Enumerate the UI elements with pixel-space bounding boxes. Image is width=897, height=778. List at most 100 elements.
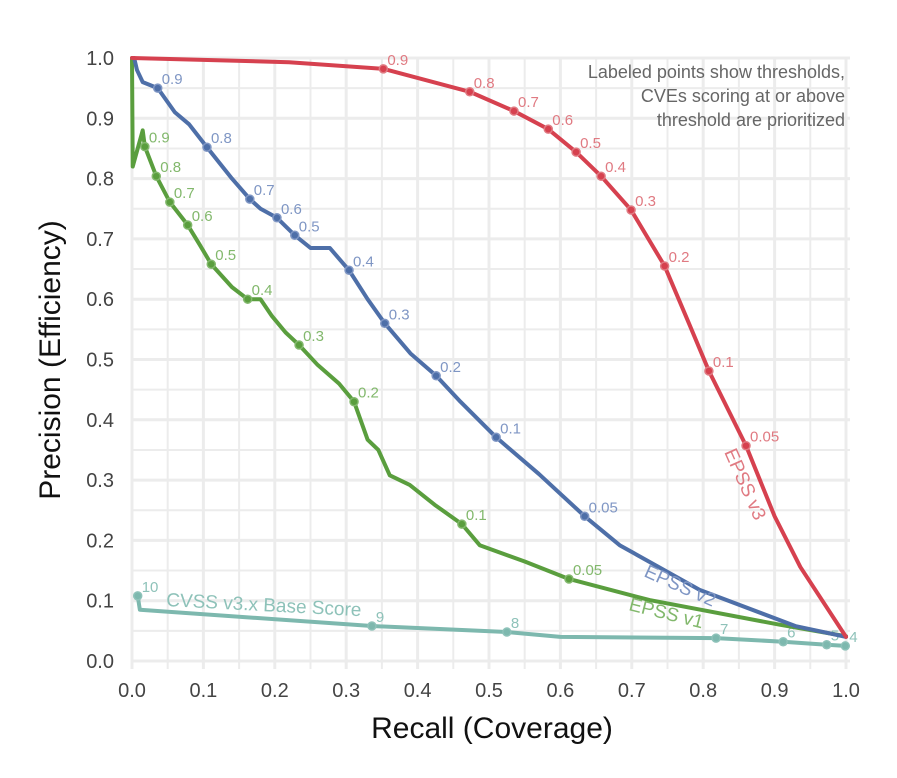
series-epss-v1: 0.90.80.70.60.50.40.30.20.10.05 [130, 56, 848, 639]
series-line-cvss-v3-x-base-score [135, 593, 848, 648]
threshold-label: 6 [787, 625, 795, 642]
threshold-label: 4 [849, 629, 857, 646]
threshold-label: 9 [376, 609, 384, 626]
threshold-label: 0.2 [358, 385, 379, 402]
threshold-label: 0.7 [174, 185, 195, 202]
threshold-label: 0.1 [500, 420, 521, 437]
threshold-label: 0.6 [552, 112, 573, 129]
grid [130, 56, 850, 669]
y-tick-label: 0.1 [86, 591, 114, 613]
x-tick-label: 0.4 [404, 680, 432, 702]
threshold-label: 0.9 [162, 71, 183, 88]
threshold-point [344, 265, 354, 276]
threshold-point [431, 371, 441, 381]
threshold-label: 0.6 [192, 208, 213, 225]
threshold-label: 0.05 [750, 429, 779, 446]
y-axis-ticks: 0.0 0.1 0.2 0.3 0.4 0.5 0.6 0.7 0.8 0.9 1.0 [86, 48, 114, 673]
threshold-point [206, 259, 217, 269]
threshold-point [202, 142, 212, 152]
threshold-point [290, 230, 300, 241]
series-epss-v3: 0.90.80.70.60.50.40.30.20.10.05 [130, 52, 848, 639]
threshold-label: 0.3 [635, 193, 656, 210]
series-line-epss-v2 [132, 56, 848, 639]
threshold-point [711, 633, 721, 643]
x-tick-label: 1.0 [832, 680, 860, 702]
annotation-line-2: CVEs scoring at or above [641, 86, 845, 106]
threshold-label: 0.5 [580, 135, 601, 152]
x-axis-ticks: 0.0 0.1 0.2 0.3 0.4 0.5 0.6 0.7 0.8 0.9 1.0 [118, 680, 860, 702]
threshold-label: 0.9 [149, 130, 170, 147]
threshold-point [596, 171, 606, 181]
threshold-label: 7 [720, 621, 728, 638]
threshold-point [132, 591, 143, 601]
x-tick-label: 0.9 [761, 680, 789, 702]
threshold-point [502, 627, 512, 637]
y-tick-label: 0.2 [86, 530, 114, 552]
threshold-point [165, 197, 175, 207]
series-line-epss-v3 [130, 56, 848, 639]
threshold-point [491, 432, 501, 443]
annotation-line-3: threshold are prioritized [657, 110, 845, 130]
threshold-point [741, 440, 751, 451]
threshold-label: 0.8 [160, 159, 181, 176]
threshold-point [457, 519, 467, 529]
threshold-point [509, 106, 519, 116]
y-tick-label: 0.3 [86, 470, 114, 492]
threshold-label: 8 [511, 615, 519, 632]
y-tick-label: 0.5 [86, 350, 114, 372]
threshold-label: 0.6 [281, 201, 302, 218]
threshold-label: 0.1 [713, 354, 734, 371]
threshold-label: 0.9 [387, 52, 408, 69]
threshold-point [659, 261, 670, 271]
y-tick-label: 0.0 [86, 651, 114, 673]
y-tick-label: 0.8 [86, 169, 114, 191]
x-tick-label: 0.1 [189, 680, 217, 702]
threshold-point [242, 294, 253, 304]
series-line-epss-v1 [130, 56, 848, 639]
threshold-point [349, 396, 359, 407]
y-tick-label: 0.7 [86, 229, 114, 251]
annotation: Labeled points show thresholds, CVEs sco… [588, 62, 845, 130]
threshold-label: 0.4 [353, 253, 374, 270]
threshold-label: 0.3 [389, 306, 410, 323]
x-tick-label: 0.3 [332, 680, 360, 702]
threshold-label: 0.1 [466, 507, 487, 524]
y-tick-label: 0.6 [86, 289, 114, 311]
threshold-point [571, 147, 581, 157]
threshold-label: 0.3 [303, 328, 324, 345]
threshold-point [151, 171, 162, 181]
threshold-label: 0.8 [211, 130, 232, 147]
x-axis-label: Recall (Coverage) [371, 712, 613, 745]
threshold-point [378, 64, 389, 74]
threshold-point [245, 194, 255, 204]
threshold-label: 10 [142, 579, 159, 596]
threshold-label: 0.7 [518, 94, 539, 111]
annotation-line-1: Labeled points show thresholds, [588, 62, 845, 82]
x-tick-label: 0.2 [261, 680, 289, 702]
threshold-point [182, 220, 193, 230]
threshold-label: 0.5 [215, 247, 236, 264]
threshold-point [543, 124, 554, 134]
x-tick-label: 0.5 [475, 680, 503, 702]
series-epss-v2: 0.90.80.70.60.50.40.30.20.10.05 [132, 56, 848, 639]
y-tick-label: 0.9 [86, 108, 114, 130]
threshold-point [778, 636, 788, 647]
x-tick-label: 0.0 [118, 680, 146, 702]
threshold-label: 0.05 [589, 499, 618, 516]
threshold-point [821, 639, 832, 650]
y-tick-label: 1.0 [86, 48, 114, 70]
threshold-point [579, 511, 590, 522]
threshold-point [626, 205, 636, 215]
threshold-label: 0.2 [669, 249, 690, 266]
threshold-label: 0.4 [605, 159, 626, 176]
x-tick-label: 0.8 [689, 680, 717, 702]
threshold-point [704, 366, 714, 376]
threshold-point [294, 340, 304, 350]
series-group: 109 8 7 6 5 40.90.80.70.60.50.40.30.20.10.050… [130, 52, 858, 651]
threshold-label: 0.4 [252, 282, 273, 299]
x-tick-label: 0.7 [618, 680, 646, 702]
threshold-point [152, 83, 163, 93]
threshold-label: 0.8 [474, 75, 495, 92]
threshold-point [564, 574, 574, 584]
